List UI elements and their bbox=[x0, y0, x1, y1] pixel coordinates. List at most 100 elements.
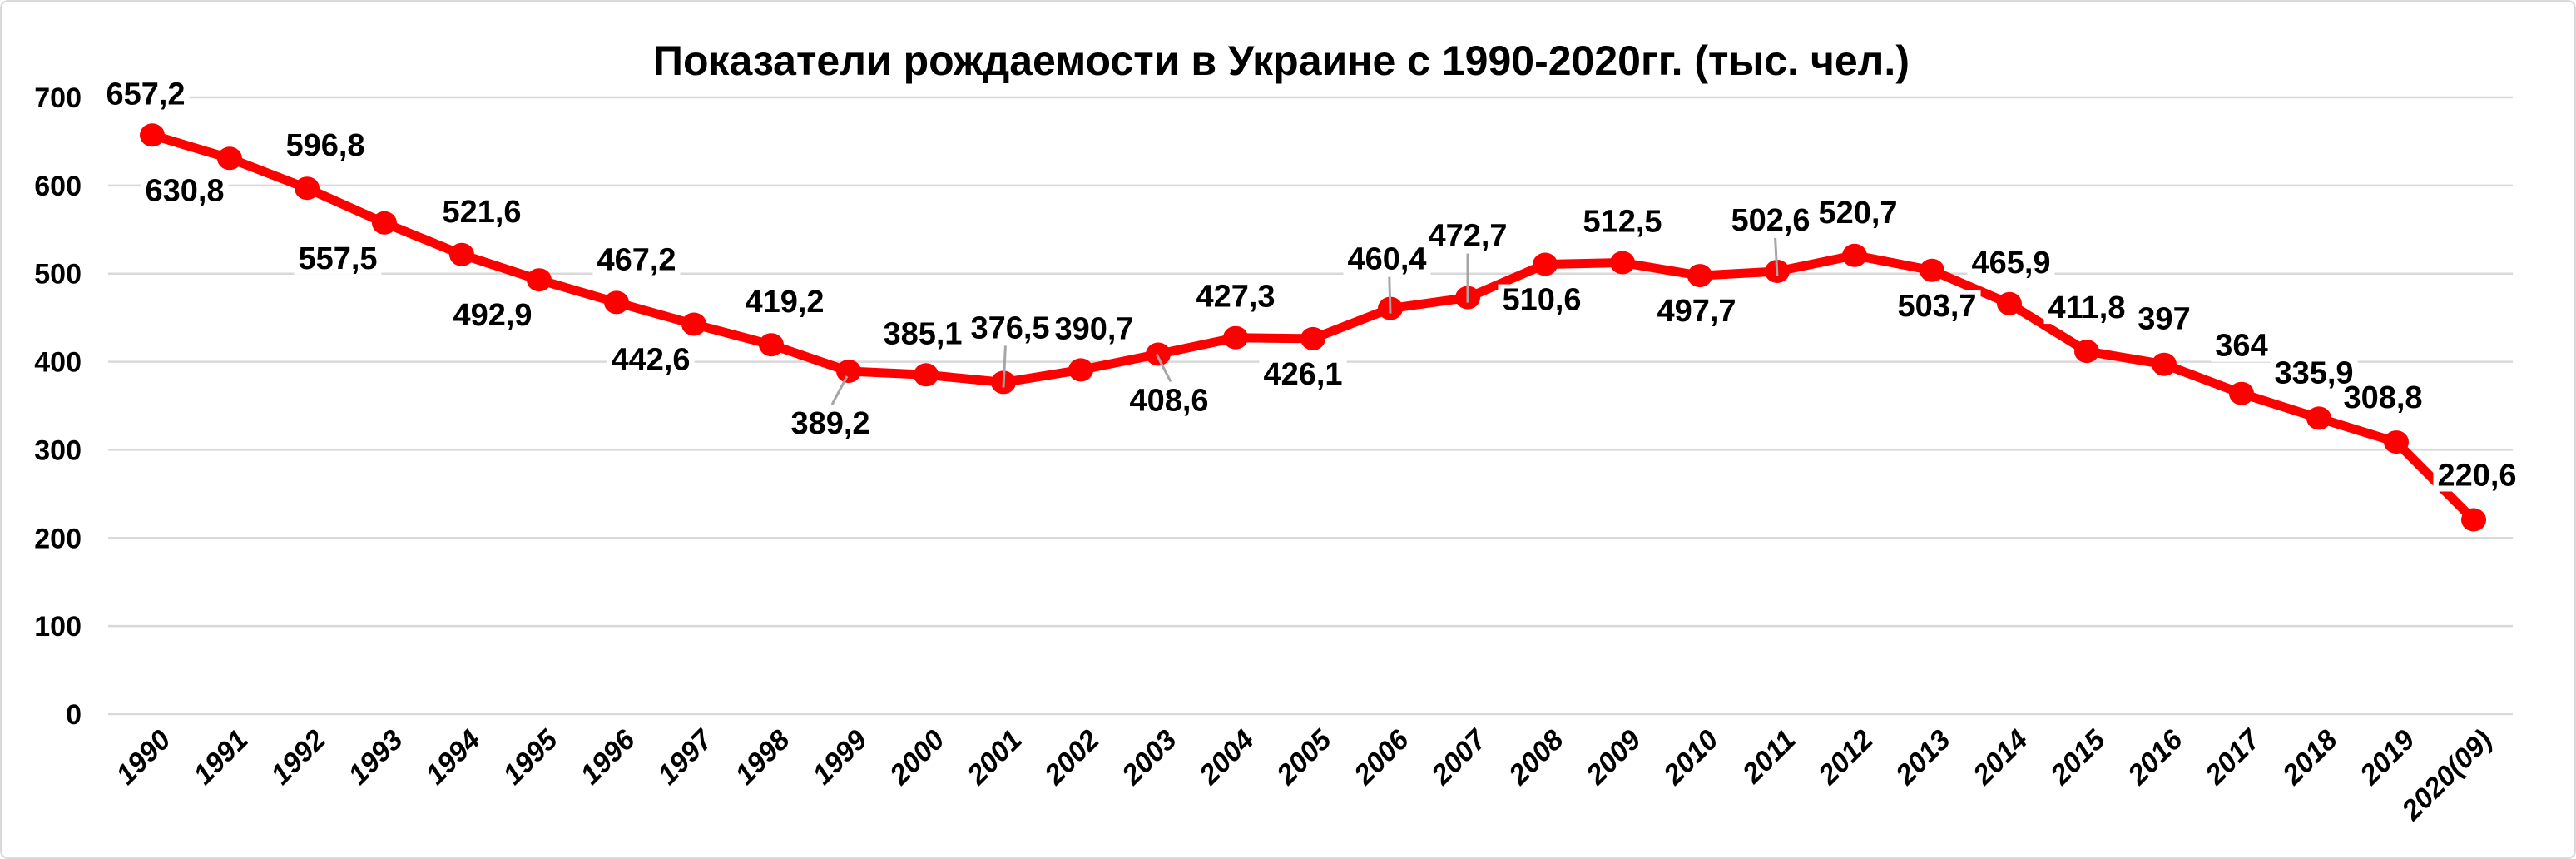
x-tick-1998: 1998 bbox=[729, 724, 795, 791]
data-label-bg-2009 bbox=[1578, 206, 1667, 238]
x-tick-2005: 2005 bbox=[1271, 723, 1339, 792]
data-label-bg-2010 bbox=[1652, 295, 1741, 328]
data-point-1994 bbox=[449, 242, 474, 266]
x-tick-2004: 2004 bbox=[1193, 724, 1261, 792]
data-label-bg-2012 bbox=[1814, 196, 1902, 229]
data-label-bg-2005 bbox=[1259, 358, 1347, 390]
data-label-2014: 465,9 bbox=[1971, 246, 2050, 281]
data-label-bg-2014 bbox=[1967, 246, 2055, 279]
data-label-2008: 510,6 bbox=[1502, 282, 1581, 317]
data-label-1992: 596,8 bbox=[285, 128, 364, 163]
x-tick-2008: 2008 bbox=[1503, 724, 1570, 792]
data-label-bg-1997 bbox=[607, 344, 695, 376]
data-label-bg-1998 bbox=[741, 286, 829, 319]
x-tick-2015: 2015 bbox=[2044, 723, 2113, 792]
data-label-bg-2015 bbox=[2043, 292, 2130, 325]
data-label-bg-2019 bbox=[2339, 382, 2427, 415]
data-label-bg-2007 bbox=[1424, 220, 1512, 252]
data-label-2010: 497,7 bbox=[1657, 294, 1736, 329]
data-point-1993 bbox=[372, 211, 397, 235]
gridlines-group bbox=[108, 96, 2513, 716]
leader-line-1999 bbox=[830, 375, 849, 405]
data-label-2013: 503,7 bbox=[1897, 289, 1976, 324]
data-label-2017: 364 bbox=[2215, 329, 2267, 364]
data-point-2019 bbox=[2384, 430, 2409, 454]
data-label-1998: 419,2 bbox=[745, 285, 824, 320]
leader-line-2003 bbox=[1155, 353, 1172, 383]
data-point-2005 bbox=[1300, 326, 1325, 350]
data-label-2009: 512,5 bbox=[1583, 204, 1662, 239]
data-label-bg-2013 bbox=[1893, 290, 1981, 322]
data-point-2009 bbox=[1610, 251, 1635, 275]
data-label-bg-2003 bbox=[1125, 385, 1213, 417]
data-label-bg-1996 bbox=[592, 244, 681, 276]
data-point-2018 bbox=[2306, 406, 2331, 430]
data-point-1997 bbox=[681, 312, 706, 336]
data-label-2003: 408,6 bbox=[1129, 383, 1208, 418]
data-label-bg-1993 bbox=[294, 242, 382, 275]
data-label-bg-2011 bbox=[1726, 204, 1815, 236]
data-label-2012: 520,7 bbox=[1818, 196, 1897, 231]
y-tick-600: 600 bbox=[34, 171, 82, 202]
x-tick-2001: 2001 bbox=[961, 724, 1028, 792]
data-label-bg-2016 bbox=[2133, 303, 2195, 335]
x-tick-2012: 2012 bbox=[1812, 724, 1880, 792]
x-tick-2007: 2007 bbox=[1425, 722, 1494, 792]
data-point-1992 bbox=[295, 176, 320, 201]
data-point-2015 bbox=[2074, 340, 2099, 364]
data-label-bg-2008 bbox=[1498, 284, 1586, 316]
data-label-1995: 492,9 bbox=[453, 298, 532, 333]
x-tick-2017: 2017 bbox=[2199, 722, 2268, 792]
x-tick-2013: 2013 bbox=[1890, 724, 1957, 792]
x-tick-2010: 2010 bbox=[1657, 724, 1725, 792]
data-label-bg-1995 bbox=[448, 300, 537, 332]
data-point-2020(09) bbox=[2461, 508, 2486, 532]
x-tick-1990: 1990 bbox=[110, 724, 176, 791]
y-tick-500: 500 bbox=[34, 259, 82, 290]
data-point-2000 bbox=[914, 363, 939, 387]
x-tick-1996: 1996 bbox=[574, 723, 642, 791]
data-label-bg-1994 bbox=[438, 196, 526, 228]
data-label-bg-2001 bbox=[966, 312, 1054, 345]
x-tick-1991: 1991 bbox=[187, 724, 254, 791]
x-tick-1993: 1993 bbox=[342, 724, 409, 791]
data-label-2000: 385,1 bbox=[883, 316, 962, 351]
y-tick-0: 0 bbox=[66, 699, 82, 731]
data-label-1997: 442,6 bbox=[611, 342, 690, 377]
data-label-1996: 467,2 bbox=[597, 242, 676, 277]
x-tick-2014: 2014 bbox=[1967, 724, 2034, 792]
data-label-2016: 397 bbox=[2138, 302, 2190, 337]
x-tick-1992: 1992 bbox=[265, 724, 331, 791]
data-label-bg-2000 bbox=[879, 318, 967, 350]
x-tick-2000: 2000 bbox=[884, 724, 951, 792]
data-label-1993: 557,5 bbox=[298, 241, 377, 276]
leader-line-2001 bbox=[1002, 345, 1007, 388]
data-label-bg-1990 bbox=[102, 78, 190, 111]
data-label-2020(09): 220,6 bbox=[2437, 458, 2516, 493]
x-tick-1997: 1997 bbox=[651, 722, 720, 791]
data-point-2014 bbox=[1997, 291, 2022, 315]
x-tick-2009: 2009 bbox=[1580, 724, 1647, 792]
data-label-1991: 630,8 bbox=[145, 173, 224, 208]
y-tick-300: 300 bbox=[34, 434, 82, 466]
data-point-2013 bbox=[1920, 258, 1944, 282]
data-label-bg-2020(09) bbox=[2433, 459, 2521, 492]
data-label-1994: 521,6 bbox=[442, 195, 521, 230]
data-point-1990 bbox=[140, 123, 165, 147]
x-tick-2019: 2019 bbox=[2354, 724, 2421, 792]
data-label-1999: 389,2 bbox=[790, 406, 869, 441]
data-label-2002: 390,7 bbox=[1054, 311, 1133, 346]
chart-title: Показатели рождаемости в Украине с 1990-… bbox=[653, 37, 1910, 84]
data-point-2012 bbox=[1842, 243, 1867, 267]
y-tick-100: 100 bbox=[34, 611, 82, 643]
x-tick-2016: 2016 bbox=[2122, 723, 2190, 792]
data-point-1991 bbox=[217, 146, 242, 171]
data-point-1999 bbox=[836, 360, 861, 383]
data-label-backgrounds bbox=[102, 78, 2521, 492]
data-point-2010 bbox=[1687, 264, 1712, 288]
y-tick-200: 200 bbox=[34, 523, 82, 554]
data-point-2002 bbox=[1068, 358, 1093, 382]
leader-line-2011 bbox=[1774, 237, 1779, 277]
